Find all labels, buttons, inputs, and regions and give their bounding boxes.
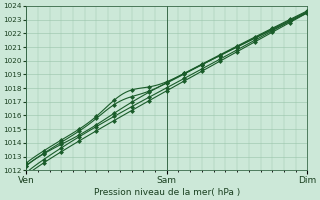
X-axis label: Pression niveau de la mer( hPa ): Pression niveau de la mer( hPa ) <box>94 188 240 197</box>
